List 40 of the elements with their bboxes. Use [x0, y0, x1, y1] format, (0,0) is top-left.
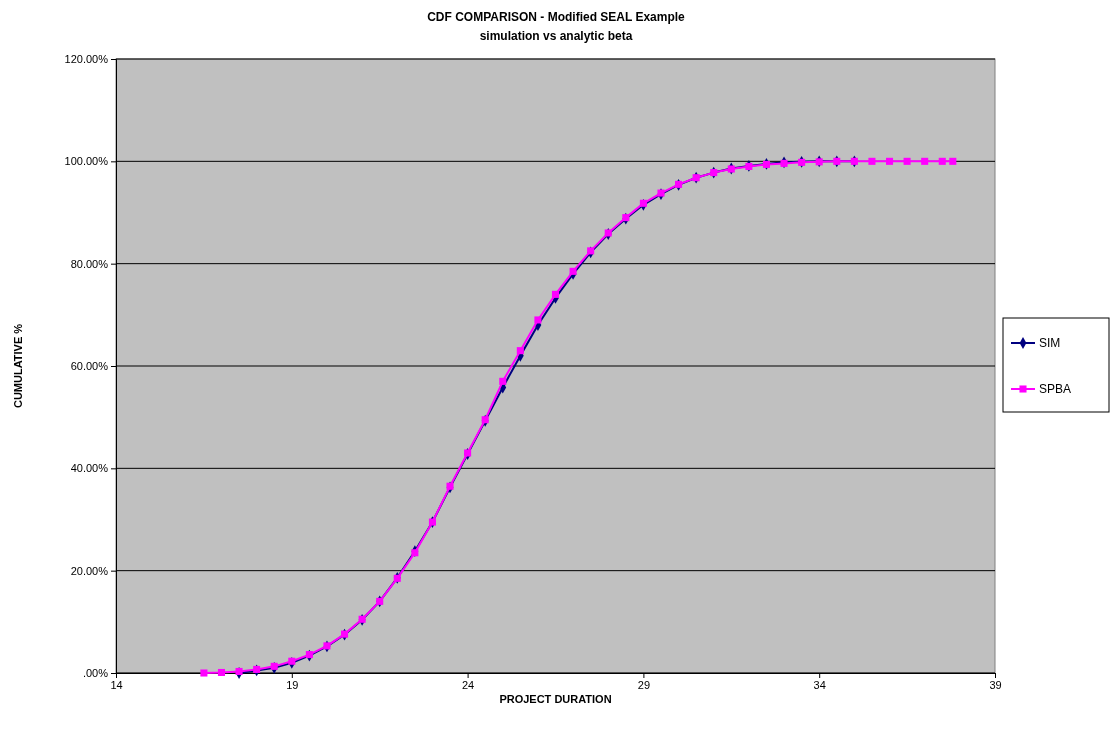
y-tick-label: 100.00% [64, 155, 109, 168]
y-tick-label: 80.00% [70, 257, 109, 270]
chart-title: CDF COMPARISON - Modified SEAL Example [427, 10, 686, 24]
y-axis-title: CUMULATIVE % [12, 323, 24, 409]
point [217, 668, 226, 677]
point [639, 199, 647, 207]
chart-subtitle: simulation vs analytic beta [479, 29, 633, 43]
point [446, 482, 454, 490]
point [200, 669, 208, 677]
point [235, 667, 243, 675]
point [516, 347, 524, 355]
point [534, 316, 542, 324]
y-tick-label: .00% [82, 667, 109, 680]
point [288, 657, 296, 665]
x-tick-label: 34 [813, 678, 826, 691]
point [868, 157, 876, 165]
y-tick-label: 120.00% [64, 53, 109, 66]
y-tick-label: 40.00% [70, 462, 109, 475]
point [551, 290, 560, 298]
x-tick-label: 19 [286, 678, 299, 691]
x-tick-label: 39 [989, 678, 1002, 691]
point [938, 157, 946, 165]
point [949, 157, 957, 165]
point [499, 377, 507, 385]
point [270, 662, 278, 670]
point [921, 157, 929, 165]
x-tick-label: 29 [637, 678, 651, 691]
point [253, 665, 261, 673]
x-tick-label: 24 [461, 678, 475, 691]
x-tick-label: 14 [110, 678, 123, 691]
y-tick-label: 60.00% [70, 360, 109, 373]
point [587, 247, 595, 255]
point [411, 549, 419, 557]
x-axis-title: PROJECT DURATION [499, 693, 612, 705]
point [903, 157, 911, 165]
legend-label: SPBA [1039, 382, 1072, 396]
legend-label: SIM [1039, 336, 1061, 350]
point [569, 267, 577, 275]
point [885, 157, 894, 165]
y-tick-label: 20.00% [70, 564, 109, 577]
